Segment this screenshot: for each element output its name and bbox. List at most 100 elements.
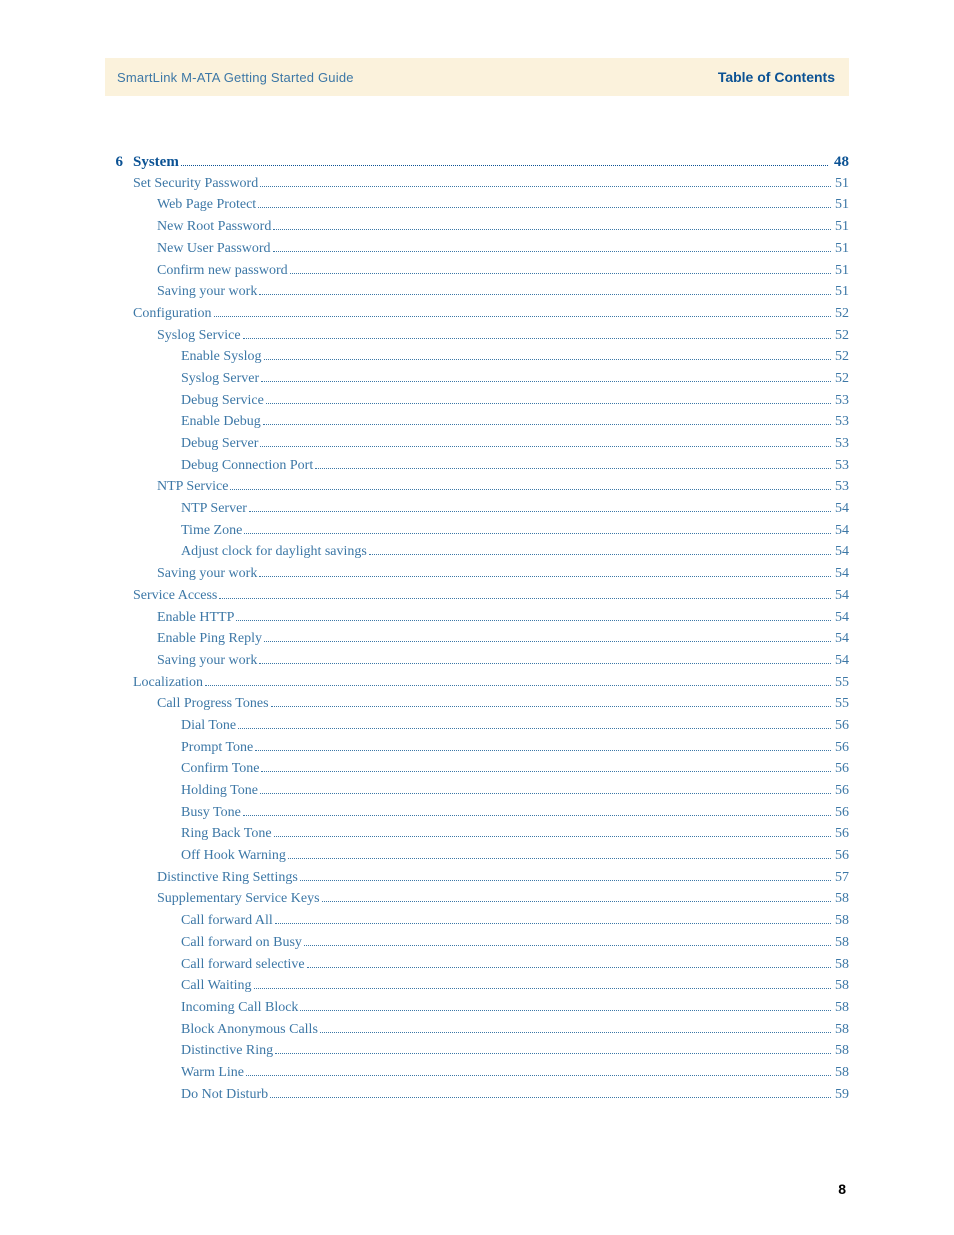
dot-leader <box>270 1085 831 1097</box>
toc-entry-label: Distinctive Ring Settings <box>157 867 298 889</box>
toc-entry[interactable]: Prompt Tone56 <box>133 737 849 759</box>
toc-entry[interactable]: NTP Server54 <box>133 498 849 520</box>
toc-entry[interactable]: Warm Line58 <box>133 1062 849 1084</box>
toc-entry-page: 58 <box>833 910 849 932</box>
toc-entry-page: 58 <box>833 997 849 1019</box>
toc-entry-label: Syslog Service <box>157 325 241 347</box>
toc-entry[interactable]: Debug Server53 <box>133 433 849 455</box>
header-band: SmartLink M-ATA Getting Started Guide Ta… <box>105 58 849 96</box>
toc-entry[interactable]: Distinctive Ring58 <box>133 1040 849 1062</box>
toc-entry[interactable]: New User Password 51 <box>133 238 849 260</box>
toc-entry-page: 58 <box>833 975 849 997</box>
toc-entry-label: Call Waiting <box>181 975 252 997</box>
dot-leader <box>322 890 831 902</box>
toc-entry[interactable]: Enable Ping Reply 54 <box>133 628 849 650</box>
toc-entry-label: Syslog Server <box>181 368 259 390</box>
toc-entry[interactable]: Time Zone54 <box>133 520 849 542</box>
toc-entry[interactable]: Adjust clock for daylight savings54 <box>133 541 849 563</box>
toc-entry[interactable]: Confirm Tone56 <box>133 758 849 780</box>
toc-entry[interactable]: Set Security Password51 <box>133 173 849 195</box>
toc-entry-page: 54 <box>833 650 849 672</box>
toc-entry[interactable]: Off Hook Warning56 <box>133 845 849 867</box>
table-of-contents: 6 System 48 Set Security Password51Web P… <box>105 152 849 1105</box>
toc-entry[interactable]: Debug Service53 <box>133 390 849 412</box>
toc-entry[interactable]: Call forward selective58 <box>133 954 849 976</box>
toc-entry-page: 56 <box>833 737 849 759</box>
toc-entry[interactable]: Confirm new password51 <box>133 260 849 282</box>
dot-leader <box>259 283 831 295</box>
toc-entry-label: Adjust clock for daylight savings <box>181 541 367 563</box>
toc-entry-page: 56 <box>833 823 849 845</box>
toc-entry-label: Block Anonymous Calls <box>181 1019 318 1041</box>
toc-entry[interactable]: Busy Tone56 <box>133 802 849 824</box>
toc-entry[interactable]: Web Page Protect51 <box>133 194 849 216</box>
toc-entry[interactable]: Block Anonymous Calls58 <box>133 1019 849 1041</box>
toc-entry[interactable]: Do Not Disturb 59 <box>133 1084 849 1106</box>
toc-entry-page: 59 <box>833 1084 849 1106</box>
toc-entry[interactable]: Call forward on Busy58 <box>133 932 849 954</box>
dot-leader <box>249 500 831 512</box>
toc-entry-page: 54 <box>833 628 849 650</box>
dot-leader <box>264 348 832 360</box>
toc-entry[interactable]: Call Waiting 58 <box>133 975 849 997</box>
toc-entry[interactable]: New Root Password51 <box>133 216 849 238</box>
toc-entry-page: 52 <box>833 303 849 325</box>
toc-entry-label: Service Access <box>133 585 217 607</box>
toc-entry-page: 54 <box>833 520 849 542</box>
toc-entry-page: 57 <box>833 867 849 889</box>
toc-entry-label: New User Password <box>157 238 271 260</box>
dot-leader <box>260 175 831 187</box>
toc-entry[interactable]: Enable HTTP54 <box>133 607 849 629</box>
toc-entry-label: Debug Service <box>181 390 264 412</box>
toc-entry[interactable]: Distinctive Ring Settings 57 <box>133 867 849 889</box>
toc-entry[interactable]: Supplementary Service Keys58 <box>133 888 849 910</box>
toc-entry[interactable]: Service Access 54 <box>133 585 849 607</box>
toc-entry-label: Confirm Tone <box>181 758 259 780</box>
toc-entry[interactable]: Localization55 <box>133 672 849 694</box>
dot-leader <box>275 1042 831 1054</box>
toc-entry-label: Web Page Protect <box>157 194 256 216</box>
dot-leader <box>236 608 831 620</box>
toc-entry-page: 52 <box>833 346 849 368</box>
toc-entry[interactable]: Dial Tone56 <box>133 715 849 737</box>
dot-leader <box>275 912 831 924</box>
toc-entry[interactable]: Saving your work54 <box>133 650 849 672</box>
dot-leader <box>181 152 828 166</box>
dot-leader <box>261 760 831 772</box>
toc-entry[interactable]: Enable Debug53 <box>133 411 849 433</box>
toc-entry-page: 51 <box>833 238 849 260</box>
dot-leader <box>271 695 831 707</box>
toc-entry-page: 54 <box>833 585 849 607</box>
toc-entry-page: 51 <box>833 216 849 238</box>
toc-entry[interactable]: NTP Service53 <box>133 476 849 498</box>
toc-entry[interactable]: Syslog Service52 <box>133 325 849 347</box>
toc-entry-label: Ring Back Tone <box>181 823 272 845</box>
toc-entry[interactable]: Holding Tone56 <box>133 780 849 802</box>
dot-leader <box>219 587 831 599</box>
dot-leader <box>264 630 831 642</box>
toc-entry-page: 58 <box>833 888 849 910</box>
toc-entry[interactable]: Call Progress Tones55 <box>133 693 849 715</box>
toc-entry[interactable]: Call forward All58 <box>133 910 849 932</box>
toc-entry[interactable]: Saving your work51 <box>133 281 849 303</box>
toc-entry-label: Do Not Disturb <box>181 1084 268 1106</box>
toc-entry-label: Enable Ping Reply <box>157 628 262 650</box>
toc-entry[interactable]: Enable Syslog52 <box>133 346 849 368</box>
toc-entry[interactable]: Ring Back Tone 56 <box>133 823 849 845</box>
toc-entry[interactable]: Incoming Call Block58 <box>133 997 849 1019</box>
dot-leader <box>260 435 831 447</box>
toc-entry-label: Busy Tone <box>181 802 241 824</box>
toc-entry-label: Confirm new password <box>157 260 288 282</box>
section-title: Table of Contents <box>718 69 835 85</box>
chapter-row[interactable]: 6 System 48 <box>105 152 849 171</box>
toc-entry-label: Enable Debug <box>181 411 261 433</box>
toc-entry-page: 55 <box>833 672 849 694</box>
toc-entry[interactable]: Saving your work54 <box>133 563 849 585</box>
toc-entry[interactable]: Debug Connection Port53 <box>133 455 849 477</box>
toc-entry-label: NTP Server <box>181 498 247 520</box>
document-page: SmartLink M-ATA Getting Started Guide Ta… <box>0 0 954 1235</box>
toc-entry-label: Call Progress Tones <box>157 693 269 715</box>
toc-entry[interactable]: Syslog Server52 <box>133 368 849 390</box>
toc-entry-label: Warm Line <box>181 1062 244 1084</box>
toc-entry[interactable]: Configuration52 <box>133 303 849 325</box>
